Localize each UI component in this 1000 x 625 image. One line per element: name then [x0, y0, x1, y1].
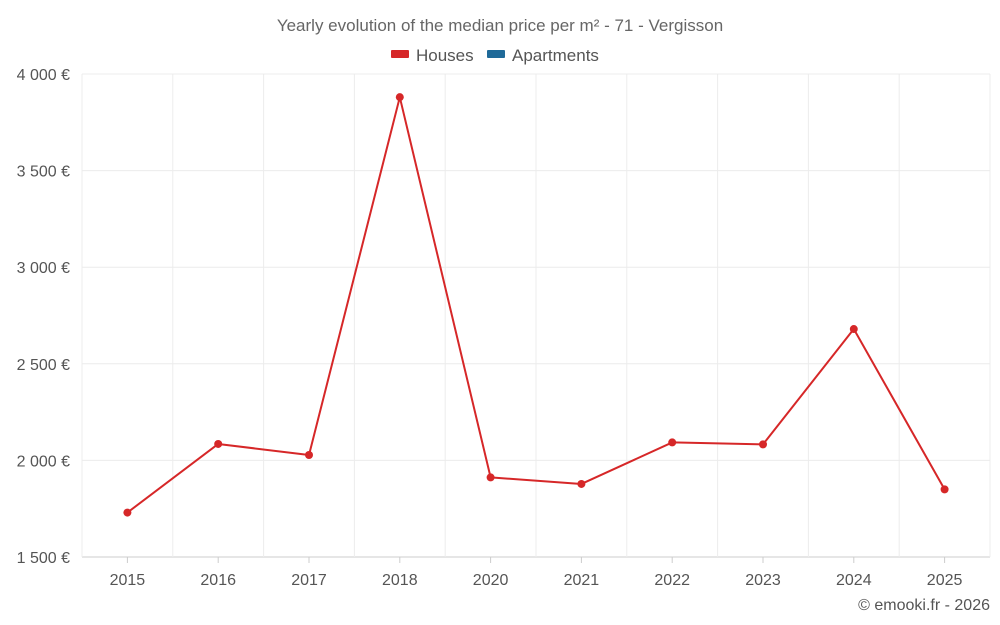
y-axis: 1 500 € 2 000 € 2 500 € 3 000 € 3 500 € 4 000… [17, 67, 70, 567]
data-point-houses[interactable] [305, 450, 313, 459]
data-point-houses[interactable] [395, 93, 404, 102]
data-point-houses[interactable] [123, 508, 132, 517]
data-point-houses[interactable] [759, 440, 767, 449]
legend-label-houses: Houses [416, 46, 474, 65]
x-axis: 2015 2016 2017 2018 2020 2021 2022 2023 2024 2025 [110, 557, 963, 589]
x-tick-label: 2024 [836, 572, 872, 589]
legend-item-apartments[interactable]: Apartments [487, 46, 599, 65]
x-tick-label: 2015 [110, 572, 146, 589]
legend-label-apartments: Apartments [512, 46, 599, 65]
legend: Houses Apartments [391, 46, 599, 65]
x-tick-label: 2021 [564, 572, 600, 589]
legend-swatch-apartments [487, 50, 505, 58]
x-tick-label: 2025 [927, 572, 963, 589]
data-point-houses[interactable] [486, 473, 495, 482]
x-tick-label: 2017 [291, 572, 327, 589]
x-tick-label: 2020 [473, 572, 509, 589]
data-point-houses[interactable] [214, 439, 223, 448]
series-houses [123, 93, 949, 517]
y-tick-label: 3 500 € [17, 164, 70, 181]
data-point-houses[interactable] [668, 438, 677, 447]
data-point-houses[interactable] [577, 479, 586, 488]
y-tick-label: 1 500 € [17, 550, 70, 567]
y-tick-label: 2 500 € [17, 357, 70, 374]
legend-swatch-houses [391, 50, 409, 58]
x-tick-label: 2018 [382, 572, 418, 589]
y-tick-label: 4 000 € [17, 67, 70, 84]
chart-title: Yearly evolution of the median price per… [277, 16, 723, 35]
x-tick-label: 2023 [745, 572, 781, 589]
data-point-houses[interactable] [849, 325, 858, 334]
y-tick-label: 2 000 € [17, 453, 70, 470]
series-line-houses [126, 96, 946, 514]
x-tick-label: 2022 [654, 572, 690, 589]
x-tick-label: 2016 [200, 572, 236, 589]
grid [81, 73, 991, 558]
credit: © emooki.fr - 2026 [858, 597, 990, 614]
data-point-houses[interactable] [940, 485, 949, 494]
y-tick-label: 3 000 € [17, 260, 70, 277]
legend-item-houses[interactable]: Houses [391, 46, 474, 65]
